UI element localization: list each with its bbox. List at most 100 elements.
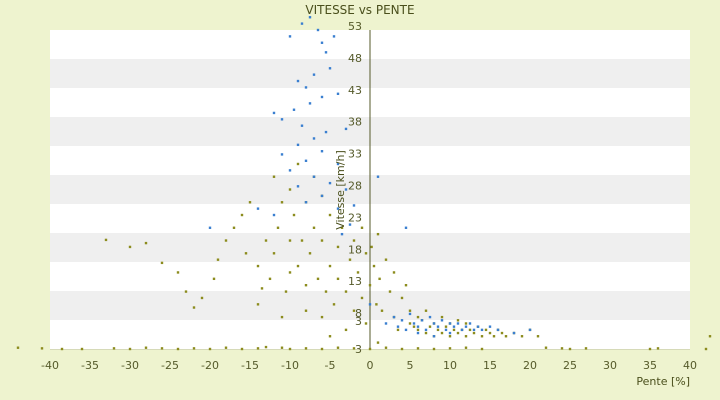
data-point-olive bbox=[456, 319, 460, 322]
data-point-olive bbox=[320, 239, 324, 242]
data-point-olive bbox=[240, 213, 244, 217]
data-point-blue bbox=[308, 16, 312, 19]
data-point-olive bbox=[200, 296, 204, 300]
data-point-olive bbox=[356, 271, 360, 274]
data-point-olive bbox=[224, 346, 228, 349]
data-point-blue bbox=[288, 169, 292, 172]
data-point-olive bbox=[364, 322, 368, 325]
data-point-blue bbox=[416, 325, 420, 328]
data-point-olive bbox=[328, 213, 332, 217]
data-point-olive bbox=[280, 315, 284, 319]
data-point-olive bbox=[184, 290, 188, 293]
y-tick-label: 13 bbox=[348, 275, 362, 288]
data-point-olive bbox=[328, 335, 332, 338]
data-point-blue bbox=[336, 162, 340, 166]
data-point-blue bbox=[320, 150, 324, 153]
data-point-olive bbox=[404, 284, 408, 287]
data-point-blue bbox=[512, 331, 516, 335]
data-point-olive bbox=[316, 277, 320, 281]
data-point-olive bbox=[288, 271, 292, 274]
data-point-olive bbox=[560, 347, 564, 350]
data-point-olive bbox=[292, 213, 296, 217]
data-point-olive bbox=[264, 239, 268, 242]
data-point-olive bbox=[288, 239, 292, 242]
data-point-olive bbox=[384, 258, 388, 261]
y-tick-label: 48 bbox=[348, 52, 362, 65]
data-point-olive bbox=[240, 347, 244, 351]
data-point-olive bbox=[408, 322, 412, 325]
data-point-blue bbox=[336, 92, 340, 95]
data-point-olive bbox=[360, 226, 364, 229]
data-point-olive bbox=[40, 347, 44, 350]
data-point-blue bbox=[344, 188, 348, 191]
data-point-blue bbox=[296, 79, 300, 83]
data-point-olive bbox=[396, 328, 400, 332]
data-point-blue bbox=[460, 328, 464, 332]
data-point-olive bbox=[336, 346, 340, 349]
data-point-blue bbox=[352, 204, 356, 207]
data-point-blue bbox=[304, 159, 308, 162]
data-point-blue bbox=[464, 325, 468, 328]
data-point-olive bbox=[416, 328, 420, 332]
data-point-olive bbox=[376, 232, 380, 236]
data-point-olive bbox=[500, 331, 504, 335]
data-point-olive bbox=[488, 331, 492, 335]
data-point-olive bbox=[144, 346, 148, 349]
data-point-blue bbox=[208, 226, 212, 229]
data-point-blue bbox=[420, 319, 424, 322]
data-point-olive bbox=[468, 328, 472, 332]
x-tick-label: 40 bbox=[683, 359, 697, 372]
data-point-olive bbox=[128, 347, 132, 351]
data-point-blue bbox=[304, 86, 308, 89]
data-point-olive bbox=[444, 325, 448, 328]
data-point-olive bbox=[352, 347, 356, 350]
data-point-olive bbox=[296, 162, 300, 166]
data-point-blue bbox=[448, 322, 452, 325]
data-point-olive bbox=[375, 303, 378, 306]
chart-title: VITESSE vs PENTE bbox=[305, 3, 414, 17]
data-point-blue bbox=[408, 312, 412, 316]
data-point-blue bbox=[472, 328, 476, 332]
data-point-olive bbox=[352, 309, 356, 312]
y-tick-label: 38 bbox=[348, 116, 362, 129]
data-point-olive bbox=[224, 239, 228, 242]
data-point-olive bbox=[216, 258, 220, 261]
data-point-blue bbox=[448, 331, 452, 335]
data-point-olive bbox=[60, 347, 64, 351]
data-point-olive bbox=[192, 306, 196, 309]
data-point-olive bbox=[232, 226, 236, 229]
data-point-olive bbox=[256, 264, 260, 268]
data-point-olive bbox=[428, 325, 432, 328]
data-point-olive bbox=[320, 347, 324, 351]
data-point-olive bbox=[388, 290, 392, 293]
data-point-olive bbox=[424, 309, 428, 312]
data-point-olive bbox=[332, 303, 336, 306]
data-point-olive bbox=[344, 328, 348, 332]
data-point-olive bbox=[176, 347, 180, 351]
data-points bbox=[16, 16, 712, 351]
data-point-blue bbox=[396, 325, 400, 328]
x-tick-label: -40 bbox=[41, 359, 59, 372]
data-point-blue bbox=[476, 325, 480, 328]
data-point-olive bbox=[704, 347, 708, 351]
y-tick-label: 53 bbox=[348, 20, 362, 33]
data-point-blue bbox=[300, 22, 304, 25]
data-point-olive bbox=[452, 328, 456, 332]
data-point-olive bbox=[256, 303, 260, 306]
data-point-olive bbox=[280, 201, 284, 204]
data-point-olive bbox=[480, 347, 484, 351]
data-point-blue bbox=[432, 335, 436, 338]
data-point-olive bbox=[400, 296, 404, 300]
data-point-blue bbox=[392, 315, 396, 319]
x-tick-label: -5 bbox=[325, 359, 336, 372]
data-point-olive bbox=[288, 347, 292, 351]
data-point-olive bbox=[308, 252, 312, 255]
data-point-olive bbox=[144, 241, 148, 245]
data-point-olive bbox=[304, 347, 308, 350]
data-point-olive bbox=[472, 331, 476, 335]
data-point-blue bbox=[368, 303, 372, 306]
data-point-blue bbox=[336, 207, 340, 210]
data-point-olive bbox=[336, 277, 340, 281]
